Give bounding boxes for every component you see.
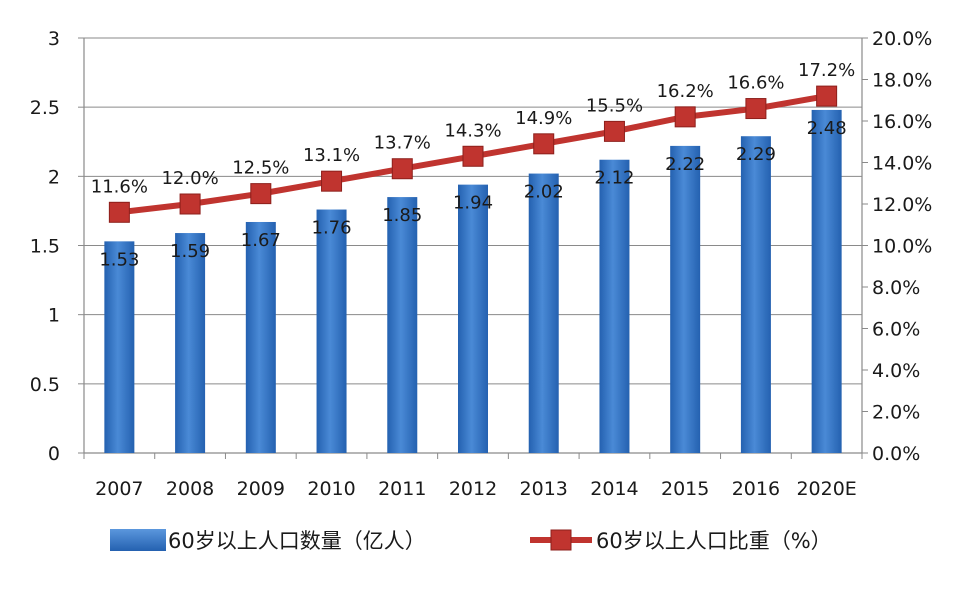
bar <box>811 109 842 453</box>
y-right-tick-label: 0.0% <box>872 443 920 465</box>
line-data-label: 14.9% <box>515 108 572 129</box>
line-point-marker <box>321 170 343 192</box>
legend: 60岁以上人口数量（亿人） 60岁以上人口比重（%） <box>110 529 832 553</box>
bar-data-label: 2.12 <box>594 168 634 189</box>
bar <box>458 184 488 453</box>
x-tick-label: 2011 <box>378 478 426 500</box>
line-point-marker <box>391 158 413 180</box>
y-right-tick-label: 4.0% <box>872 360 920 382</box>
y-right-tick-label: 14.0% <box>872 153 932 175</box>
bar-data-label: 1.85 <box>382 205 422 226</box>
bar-data-label: 2.29 <box>736 144 776 165</box>
y-right-tick-label: 10.0% <box>872 236 932 258</box>
bar <box>245 221 276 453</box>
line-data-label: 17.2% <box>798 60 855 81</box>
legend-label-bar: 60岁以上人口数量（亿人） <box>168 529 426 553</box>
legend-swatch-bar <box>110 529 166 551</box>
line-point-marker <box>179 193 201 215</box>
y-right-tick-label: 2.0% <box>872 402 920 424</box>
data-labels: 1.53 1.59 1.67 1.76 1.85 1.94 2.02 2.12 2.22 2.29… <box>91 60 855 270</box>
y-left-tick-label: 0 <box>48 443 60 465</box>
bar <box>175 233 206 453</box>
legend-label-line: 60岁以上人口比重（%） <box>596 529 832 553</box>
y-right-tick-label: 18.0% <box>872 70 932 92</box>
y-right-tick-label: 20.0% <box>872 28 932 50</box>
line-data-label: 14.3% <box>444 120 501 141</box>
line-data-label: 13.1% <box>303 145 360 166</box>
x-tick-label: 2016 <box>732 478 780 500</box>
y-left-tick-label: 1.5 <box>30 236 60 258</box>
x-tick-label: 2007 <box>95 478 143 500</box>
line-data-label: 12.0% <box>161 168 218 189</box>
line-point-marker <box>603 120 625 142</box>
bar <box>599 159 630 453</box>
x-tick-label: 2008 <box>166 478 214 500</box>
x-tick-label: 2015 <box>661 478 709 500</box>
x-tick-label: 2013 <box>520 478 568 500</box>
line-point-marker <box>674 106 696 128</box>
y-right-tick-label: 12.0% <box>872 194 932 216</box>
x-tick-label: 2009 <box>237 478 285 500</box>
y-left-tick-label: 1 <box>48 305 60 327</box>
line-point-marker <box>816 85 838 107</box>
line-data-label: 13.7% <box>374 133 431 154</box>
line-data-label: 16.2% <box>657 81 714 102</box>
x-tick-label: 2014 <box>590 478 638 500</box>
line-point-marker <box>745 98 767 120</box>
bar-data-label: 1.94 <box>453 193 493 214</box>
line-data-label: 11.6% <box>91 176 148 197</box>
line-point-marker <box>462 145 484 167</box>
line-series <box>108 85 838 223</box>
bar-data-label: 2.02 <box>524 182 564 203</box>
line-point-marker <box>108 201 130 223</box>
bar <box>670 145 701 453</box>
line-data-label: 16.6% <box>727 73 784 94</box>
bar-data-label: 1.53 <box>99 249 139 270</box>
bar-data-label: 2.48 <box>807 118 847 139</box>
bar-data-label: 1.67 <box>241 230 281 251</box>
x-tick-label: 2012 <box>449 478 497 500</box>
line-point-marker <box>533 133 555 155</box>
axes: 0 0.5 1 1.5 2 2.5 3 0.0% 2.0% 4.0% 6.0% 8.0% 10.0% 12… <box>30 28 933 500</box>
y-left-tick-label: 0.5 <box>30 374 60 396</box>
legend-swatch-marker <box>550 529 572 551</box>
y-left-tick-label: 2 <box>48 166 60 188</box>
y-left-tick-label: 3 <box>48 28 60 50</box>
bar-data-label: 1.76 <box>312 218 352 239</box>
y-right-tick-label: 8.0% <box>872 277 920 299</box>
line-data-label: 15.5% <box>586 95 643 116</box>
y-right-tick-label: 6.0% <box>872 319 920 341</box>
bar <box>528 173 559 454</box>
bar <box>387 197 418 453</box>
watermark-text: 头条 @保定每日房产 <box>730 554 916 578</box>
line-point-marker <box>250 183 272 205</box>
line-data-label: 12.5% <box>232 158 289 179</box>
y-left-tick-label: 2.5 <box>30 97 60 119</box>
bar-series <box>104 109 842 454</box>
bar <box>740 136 771 453</box>
bar <box>316 209 347 453</box>
bar-data-label: 1.59 <box>170 241 210 262</box>
x-tick-label: 2020E <box>796 478 856 500</box>
bar <box>104 241 135 453</box>
y-right-tick-label: 16.0% <box>872 111 932 133</box>
x-tick-label: 2010 <box>307 478 355 500</box>
bar-data-label: 2.22 <box>665 154 705 175</box>
